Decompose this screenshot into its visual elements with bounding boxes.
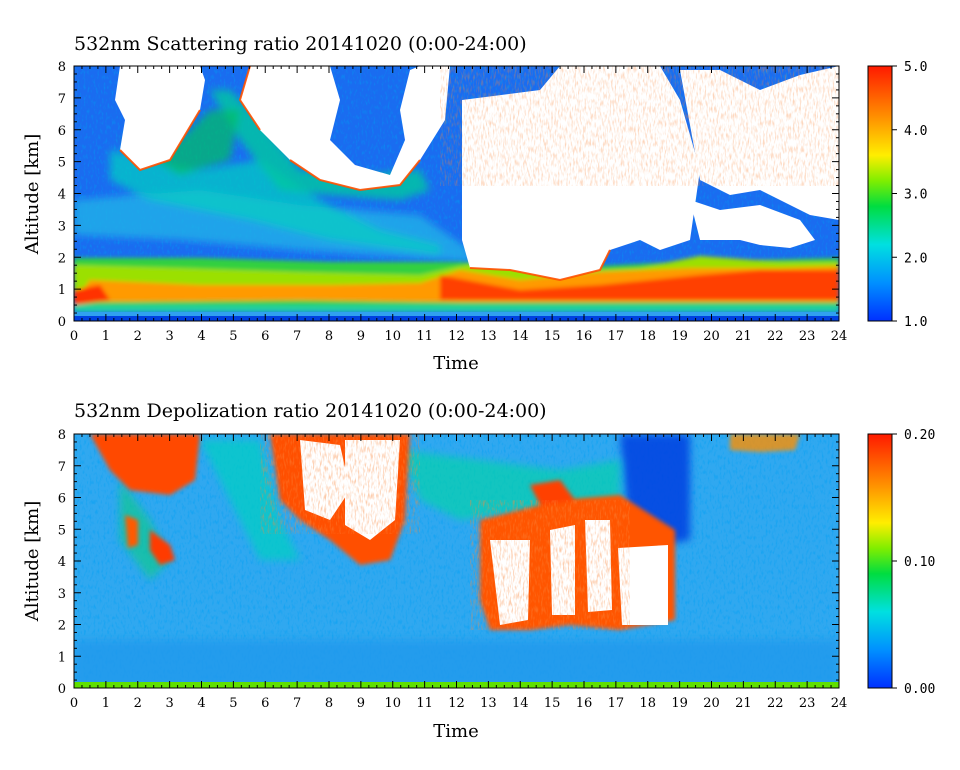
y-tick-label: 0 — [58, 315, 66, 330]
y-tick-label: 2 — [58, 619, 66, 634]
x-tick-label: 10 — [384, 696, 401, 711]
x-tick-label: 15 — [544, 329, 561, 344]
x-tick-label: 14 — [512, 329, 529, 344]
y-tick-label: 7 — [58, 92, 66, 107]
x-tick-label: 0 — [70, 696, 78, 711]
x-tick-label: 10 — [384, 329, 401, 344]
x-tick-label: 16 — [576, 329, 593, 344]
chart-2-colorbar-ticks: 0.00 0.10 0.20 — [892, 428, 935, 697]
y-tick-label: 4 — [58, 555, 66, 570]
colorbar-tick-label: 1.0 — [904, 315, 927, 330]
chart-1-colorbar-ticks: 1.0 2.0 3.0 4.0 5.0 — [892, 60, 927, 330]
y-tick-label: 5 — [58, 523, 66, 538]
x-tick-label: 7 — [293, 696, 301, 711]
chart-2-heatmap — [74, 434, 839, 688]
chart-1-title: 532nm Scattering ratio 20141020 (0:00-24… — [74, 33, 527, 55]
x-tick-label: 2 — [134, 329, 142, 344]
x-tick-label: 7 — [293, 329, 301, 344]
x-tick-label: 18 — [639, 329, 656, 344]
y-tick-label: 3 — [58, 219, 66, 234]
x-tick-label: 5 — [229, 329, 237, 344]
x-tick-label: 24 — [831, 696, 848, 711]
chart-1-axes: 0 1 2 3 4 5 6 7 8 9 10 11 12 13 14 15 16 17 18 19 20 21 22 23 24… — [58, 60, 848, 344]
x-tick-label: 17 — [608, 329, 625, 344]
chart-1-heatmap — [74, 66, 839, 321]
y-tick-label: 6 — [58, 124, 66, 139]
x-tick-label: 23 — [799, 696, 816, 711]
chart-2-xlabel: Time — [433, 721, 478, 742]
x-tick-label: 1 — [102, 329, 110, 344]
y-tick-label: 8 — [58, 60, 66, 75]
x-tick-label: 22 — [767, 696, 784, 711]
x-tick-label: 13 — [480, 329, 497, 344]
x-tick-label: 1 — [102, 696, 110, 711]
x-tick-label: 13 — [480, 696, 497, 711]
x-tick-label: 19 — [671, 329, 688, 344]
x-tick-label: 4 — [197, 696, 205, 711]
x-tick-label: 9 — [357, 329, 365, 344]
x-tick-label: 11 — [416, 696, 433, 711]
x-tick-label: 20 — [703, 329, 720, 344]
chart-1-colorbar — [867, 65, 893, 322]
x-tick-label: 5 — [229, 696, 237, 711]
x-tick-label: 2 — [134, 696, 142, 711]
x-tick-label: 16 — [576, 696, 593, 711]
x-tick-label: 14 — [512, 696, 529, 711]
y-tick-label: 2 — [58, 251, 66, 266]
chart-2-ylabel: Altitude [km] — [22, 501, 43, 623]
y-tick-label: 6 — [58, 492, 66, 507]
x-tick-label: 6 — [261, 696, 269, 711]
y-tick-label: 5 — [58, 156, 66, 171]
colorbar-tick-label: 2.0 — [904, 251, 927, 266]
y-tick-label: 8 — [58, 428, 66, 443]
x-tick-label: 17 — [608, 696, 625, 711]
x-tick-label: 9 — [357, 696, 365, 711]
x-tick-label: 22 — [767, 329, 784, 344]
x-tick-label: 11 — [416, 329, 433, 344]
x-tick-label: 8 — [325, 329, 333, 344]
colorbar-tick-label: 4.0 — [904, 124, 927, 139]
colorbar-tick-label: 0.00 — [904, 682, 935, 697]
chart-1-ylabel: Altitude [km] — [22, 134, 43, 256]
y-tick-label: 7 — [58, 460, 66, 475]
x-tick-label: 0 — [70, 329, 78, 344]
x-tick-label: 21 — [735, 329, 752, 344]
colorbar-tick-label: 0.10 — [904, 555, 935, 570]
chart-2-title: 532nm Depolization ratio 20141020 (0:00-… — [74, 400, 547, 422]
x-tick-label: 4 — [197, 329, 205, 344]
x-tick-label: 6 — [261, 329, 269, 344]
x-tick-label: 21 — [735, 696, 752, 711]
colorbar-tick-label: 0.20 — [904, 428, 935, 443]
x-tick-label: 23 — [799, 329, 816, 344]
y-tick-label: 1 — [58, 283, 66, 298]
y-tick-label: 1 — [58, 650, 66, 665]
y-tick-label: 3 — [58, 587, 66, 602]
x-tick-label: 15 — [544, 696, 561, 711]
chart-2-axes: 0 1 2 3 4 5 6 7 8 9 10 11 12 13 14 15 16 17 18 19 20 21 22 23 24… — [58, 428, 848, 711]
x-tick-label: 3 — [165, 329, 173, 344]
x-tick-label: 8 — [325, 696, 333, 711]
x-tick-label: 24 — [831, 329, 848, 344]
colorbar-tick-label: 5.0 — [904, 60, 927, 75]
colorbar-tick-label: 3.0 — [904, 188, 927, 203]
y-tick-label: 0 — [58, 682, 66, 697]
x-tick-label: 18 — [639, 696, 656, 711]
x-tick-label: 3 — [165, 696, 173, 711]
chart-1-xlabel: Time — [433, 353, 478, 374]
x-tick-label: 12 — [448, 696, 465, 711]
x-tick-label: 19 — [671, 696, 688, 711]
x-tick-label: 12 — [448, 329, 465, 344]
y-tick-label: 4 — [58, 188, 66, 203]
chart-2-colorbar — [867, 433, 893, 689]
x-tick-label: 20 — [703, 696, 720, 711]
